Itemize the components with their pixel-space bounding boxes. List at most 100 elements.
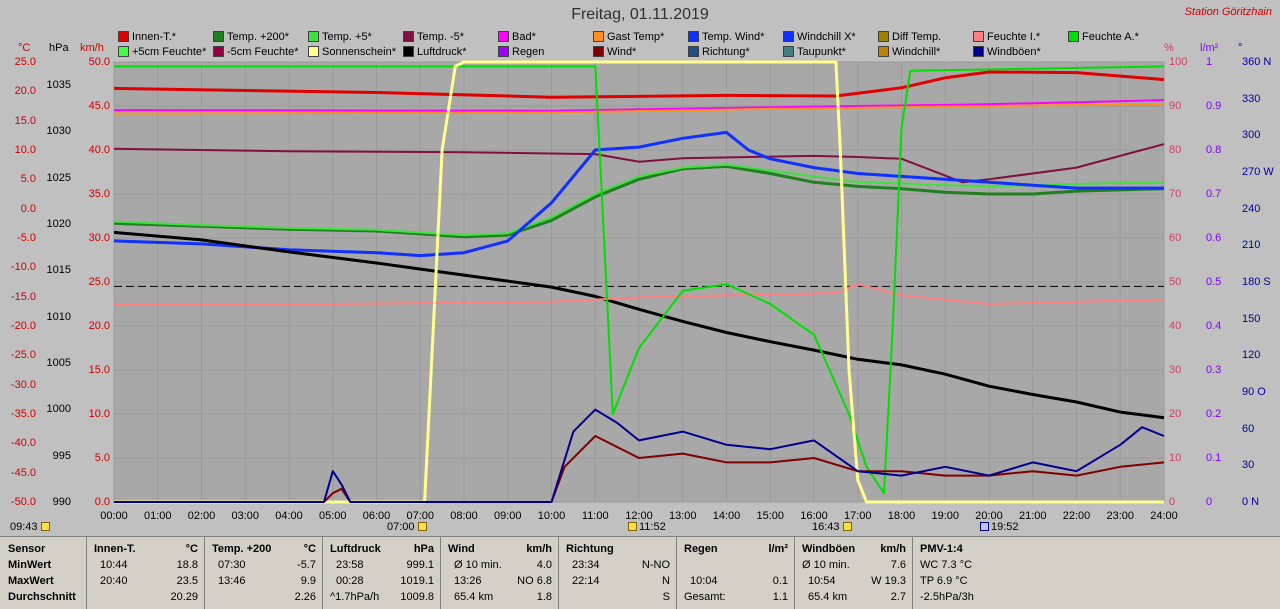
- legend-entry: Windchill*: [878, 45, 940, 59]
- noon-time: 11:52: [639, 521, 666, 533]
- stats-labels: Sensor MinWert MaxWert Durchschnitt: [0, 537, 87, 609]
- legend-entry: Temp. +5*: [308, 30, 372, 44]
- x-tick-label: 03:00: [231, 510, 260, 522]
- x-tick-label: 23:00: [1106, 510, 1135, 522]
- direction-tick-label: 360 N: [1242, 56, 1272, 68]
- boeen-avg: 2.7: [890, 591, 906, 603]
- regen-max: 0.1: [772, 575, 788, 587]
- richtung-avg: S: [662, 591, 670, 603]
- legend-swatch: [1068, 31, 1079, 42]
- pressure-tick-label: 995: [52, 449, 71, 462]
- stats-wind: Wind km/h Ø 10 min. 4.0 13:26 NO 6.8 65.…: [440, 537, 559, 609]
- pressure-tick-label: 1015: [46, 264, 71, 277]
- stats-innen: Innen-T. °C 10:44 18.8 20:40 23.5 20.29: [86, 537, 205, 609]
- sunset-marker: 16:43: [812, 521, 854, 533]
- boeen-max-time: 10:54: [808, 575, 836, 587]
- humidity-tick-label: 20: [1169, 408, 1182, 420]
- legend-label: Windchill*: [892, 46, 941, 58]
- innen-title: Innen-T.: [94, 543, 136, 555]
- boeen-distance: 65.4 km: [808, 591, 848, 603]
- luft-unit: hPa: [413, 543, 434, 555]
- legend-label: Luftdruck*: [417, 46, 467, 58]
- legend-swatch: [973, 46, 984, 57]
- statistics-panel: Sensor MinWert MaxWert Durchschnitt Inne…: [0, 536, 1280, 609]
- temp-axis-unit: °C: [18, 42, 31, 54]
- rain-tick-label: 0.1: [1206, 452, 1222, 464]
- direction-tick-label: 300: [1242, 129, 1261, 142]
- sunrise-icon: [417, 522, 427, 531]
- series-line: [113, 99, 1165, 112]
- x-tick-label: 00:00: [100, 510, 128, 522]
- direction-tick-label: 210: [1242, 239, 1261, 252]
- direction-tick-label: 120: [1242, 349, 1261, 362]
- temp-tick-label: -35.0: [10, 408, 36, 420]
- pressure-tick-label: 1010: [46, 310, 71, 323]
- moon-time: 19:52: [991, 521, 1019, 533]
- legend-swatch: [118, 31, 129, 42]
- direction-tick-label: 60: [1242, 422, 1255, 435]
- direction-tick-label: 0 N: [1242, 496, 1260, 508]
- page-title: Freitag, 01.11.2019: [571, 6, 709, 23]
- pmv-pressure-trend: -2.5hPa/3h: [920, 591, 974, 603]
- sun-duration: 09:43: [10, 521, 52, 533]
- legend-entry: Feuchte A.*: [1068, 30, 1139, 44]
- humidity-tick-label: 70: [1169, 188, 1182, 200]
- luft-max-time: 00:28: [336, 575, 364, 587]
- series-line: [113, 70, 1165, 99]
- legend-entry: Innen-T.*: [118, 30, 176, 44]
- regen-total: 1.1: [772, 591, 788, 603]
- legend-swatch: [973, 31, 984, 42]
- legend-label: Diff Temp.: [892, 31, 942, 43]
- wind-title: Wind: [448, 543, 475, 555]
- stats-richtung: Richtung 23:34 N-NO 22:14 N S: [558, 537, 677, 609]
- legend-swatch: [783, 46, 794, 57]
- legend-swatch: [878, 31, 889, 42]
- series-line: [114, 65, 1165, 495]
- x-tick-label: 14:00: [712, 510, 741, 522]
- pmv-dewpoint: TP 6.9 °C: [920, 575, 968, 587]
- legend-swatch: [783, 31, 794, 42]
- chart-legend: Innen-T.* Temp. +200* Temp. +5* Temp. -5* Ba…: [118, 30, 1158, 60]
- x-tick-label: 18:00: [887, 510, 916, 522]
- chart-plot: [113, 60, 1165, 504]
- pressure-axis-unit: hPa: [49, 42, 69, 54]
- legend-label: Sonnenschein*: [322, 46, 397, 58]
- boeen-max: W 19.3: [871, 575, 906, 587]
- direction-axis-unit: °: [1238, 42, 1243, 54]
- direction-tick-label: 330: [1242, 92, 1261, 105]
- temp-tick-label: 20.0: [14, 85, 36, 98]
- temp-tick-label: 0.0: [20, 202, 36, 215]
- legend-label: Temp. +5*: [322, 31, 372, 43]
- legend-label: Feuchte A.*: [1082, 31, 1139, 43]
- moon-icon: [980, 522, 989, 531]
- humidity-tick-label: 0: [1169, 496, 1176, 508]
- legend-label: Temp. -5*: [417, 31, 465, 43]
- wind-unit: km/h: [526, 543, 552, 555]
- stats-regen: Regen l/m² 10:04 0.1 Gesamt: 1.1: [676, 537, 795, 609]
- x-tick-label: 21:00: [1018, 510, 1047, 522]
- pmv-title: PMV-1:4: [920, 543, 963, 555]
- temp-max: 9.9: [300, 575, 316, 587]
- innen-min: 18.8: [176, 559, 198, 571]
- rain-tick-label: 0.6: [1206, 232, 1222, 244]
- legend-label: Feuchte I.*: [987, 31, 1041, 43]
- rain-tick-label: 0: [1206, 496, 1213, 508]
- legend-entry: Taupunkt*: [783, 45, 846, 59]
- stats-windboeen: Windböen km/h Ø 10 min. 7.6 10:54 W 19.3…: [794, 537, 913, 609]
- pressure-tick-label: 1000: [46, 403, 71, 416]
- rain-tick-label: 0.2: [1206, 408, 1222, 420]
- temp-tick-label: -50.0: [10, 496, 36, 508]
- legend-swatch: [213, 46, 224, 57]
- station-name: Station Göritzhain: [1184, 6, 1272, 18]
- temp-min-time: 07:30: [218, 559, 246, 571]
- humidity-tick-label: 80: [1169, 144, 1182, 156]
- innen-avg: 20.29: [170, 591, 198, 603]
- boeen-title: Windböen: [802, 543, 856, 555]
- legend-swatch: [593, 31, 604, 42]
- rain-tick-label: 1: [1206, 56, 1213, 68]
- richtung-max-time: 22:14: [572, 575, 600, 587]
- x-tick-label: 06:00: [362, 510, 391, 522]
- sunrise-time: 07:00: [387, 521, 415, 533]
- x-tick-label: 01:00: [143, 510, 172, 522]
- legend-label: Innen-T.*: [132, 31, 177, 43]
